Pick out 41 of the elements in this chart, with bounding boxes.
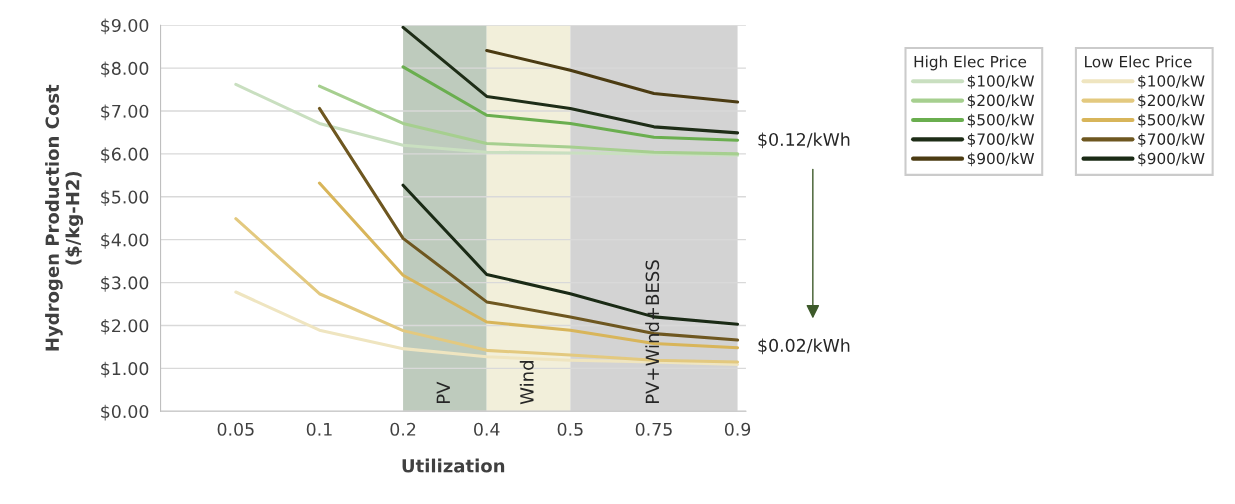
legend-label: $100/kW bbox=[1138, 74, 1205, 89]
band-label: PV+Wind+BESS bbox=[645, 260, 660, 404]
legend-label: $700/kW bbox=[967, 133, 1035, 147]
legend-label: $200/kW bbox=[1138, 94, 1205, 109]
y-tick-label: $4.00 bbox=[101, 233, 149, 249]
line-series bbox=[485, 48, 740, 104]
legend-label: $700/kW bbox=[1138, 133, 1205, 147]
annotation: $0.02/kWh bbox=[758, 338, 850, 355]
line-series bbox=[234, 82, 740, 157]
legend-label: $900/kW bbox=[1138, 152, 1205, 167]
y-tick-label: $9.00 bbox=[101, 18, 149, 35]
legend-label: $900/kW bbox=[967, 152, 1035, 167]
x-tick-label: 0.9 bbox=[724, 422, 751, 436]
y-tick-label: $3.00 bbox=[101, 275, 149, 292]
y-tick-label: $8.00 bbox=[101, 61, 149, 78]
y-tick-label: $6.00 bbox=[101, 147, 149, 164]
x-tick-label: 0.5 bbox=[557, 422, 583, 436]
y-tick-label: $0.00 bbox=[101, 404, 149, 421]
band-label: PV bbox=[436, 381, 450, 404]
x-tick-label: 0.4 bbox=[474, 422, 500, 436]
line-series bbox=[317, 84, 740, 156]
line-series bbox=[401, 65, 740, 142]
y-tick-label: $5.00 bbox=[101, 190, 149, 206]
text: Low Elec Price bbox=[1085, 55, 1192, 68]
y-tick-label: $1.00 bbox=[101, 361, 149, 378]
y-tick-label: $7.00 bbox=[101, 104, 149, 121]
annotation: $0.12/kWh bbox=[758, 132, 850, 149]
line-series bbox=[401, 25, 740, 135]
x-tick-label: 0.1 bbox=[306, 422, 332, 436]
x-tick-label: 0.05 bbox=[217, 422, 254, 436]
x-tick-label: 0.75 bbox=[635, 422, 672, 436]
legend-label: $200/kW bbox=[967, 94, 1035, 109]
legend-label: $100/kW bbox=[967, 74, 1035, 89]
y-axis-title: Hydrogen Production Cost ($/kg-H2) bbox=[45, 84, 84, 351]
x-axis-title: Utilization bbox=[402, 458, 505, 473]
y-tick-label: $2.00 bbox=[101, 318, 149, 335]
legend-label: $500/kW bbox=[1138, 113, 1205, 128]
band-label: Wind bbox=[519, 361, 534, 405]
text: High Elec Price bbox=[914, 55, 1027, 71]
legend-label: $500/kW bbox=[967, 113, 1035, 128]
x-tick-label: 0.2 bbox=[390, 422, 416, 436]
